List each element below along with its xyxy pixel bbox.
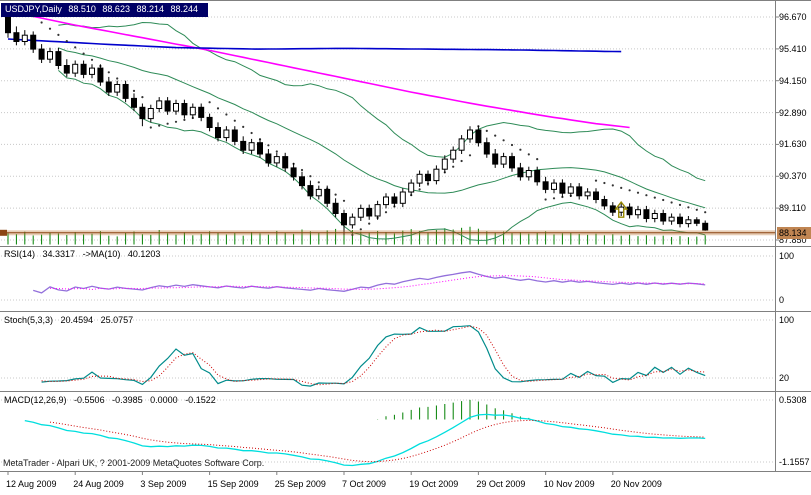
date-label: 3 Sep 2009 bbox=[140, 479, 187, 489]
date-label: 20 Nov 2009 bbox=[610, 479, 662, 489]
date-label: 19 Oct 2009 bbox=[409, 479, 459, 489]
macd-name: MACD(12,26,9) bbox=[4, 395, 67, 405]
macd-scale-label: -1.1557 bbox=[779, 457, 810, 467]
x-axis-ticks bbox=[7, 471, 614, 475]
annotation-layer[interactable] bbox=[614, 200, 629, 218]
macd-indicator-label: MACD(12,26,9) -0.5506 -0.3985 0.0000 -0.… bbox=[4, 395, 221, 405]
macd-value1: -0.5506 bbox=[74, 395, 105, 405]
price-scale-label: 89.110 bbox=[779, 203, 806, 214]
macd-value2: -0.3985 bbox=[112, 395, 143, 405]
date-label: 12 Aug 2009 bbox=[6, 479, 57, 489]
volume-layer bbox=[7, 226, 706, 245]
rsi-name: RSI(14) bbox=[4, 249, 36, 259]
rsi-scale-label: 100 bbox=[779, 251, 795, 261]
macd-layer bbox=[1, 399, 775, 467]
date-label: 24 Aug 2009 bbox=[73, 479, 124, 489]
rsi-ma-value: 40.1203 bbox=[127, 249, 161, 259]
price-scale-label: 92.890 bbox=[779, 107, 807, 118]
date-label: 29 Oct 2009 bbox=[476, 479, 526, 489]
price-line-left-marker bbox=[0, 229, 7, 236]
rsi-indicator-label: RSI(14) 34.3317 ->MA(10) 40.1203 bbox=[4, 249, 165, 259]
chart-title-bar: USDJPY,Daily 88.510 88.623 88.214 88.244 bbox=[1, 3, 209, 17]
stoch-name: Stoch(5,3,3) bbox=[4, 315, 54, 325]
rsi-ma-name: ->MA(10) bbox=[82, 249, 121, 259]
date-label: 15 Sep 2009 bbox=[207, 479, 259, 489]
ohlc-close: 88.244 bbox=[170, 4, 199, 14]
price-scale-label: 91.630 bbox=[779, 139, 807, 150]
rsi-layer bbox=[1, 255, 775, 301]
price-scale-label: 87.850 bbox=[779, 235, 807, 245]
macd-value4: -0.1522 bbox=[185, 395, 216, 405]
stoch-layer bbox=[1, 319, 775, 387]
moving-averages bbox=[7, 10, 630, 129]
ohlc-high: 88.623 bbox=[102, 4, 130, 14]
current-price-tag: 88.134 bbox=[777, 226, 811, 239]
candles-layer bbox=[5, 8, 709, 235]
psar-dots bbox=[32, 15, 707, 236]
copyright-text: MetaTrader - Alpari UK, ? 2001-2009 Meta… bbox=[3, 458, 265, 468]
rsi-value: 34.3317 bbox=[42, 249, 76, 259]
stoch-value1: 20.4594 bbox=[60, 315, 94, 325]
up-arrow-icon[interactable] bbox=[614, 200, 629, 218]
macd-scale-label: 0.5308 bbox=[779, 395, 807, 405]
price-line-layer bbox=[0, 229, 775, 236]
price-scale-label: 90.370 bbox=[779, 171, 807, 182]
price-scale-label: 94.150 bbox=[779, 75, 807, 86]
bollinger-bands bbox=[58, 21, 706, 241]
price-scale-label: 95.410 bbox=[779, 43, 807, 54]
stochastic-indicator-label: Stoch(5,3,3) 20.4594 25.0757 bbox=[4, 315, 138, 325]
stoch-scale-label: 100 bbox=[779, 315, 795, 325]
date-label: 25 Sep 2009 bbox=[274, 479, 326, 489]
rsi-scale-label: 0 bbox=[779, 295, 785, 305]
separators bbox=[0, 0, 811, 472]
stoch-scale-label: 20 bbox=[779, 373, 790, 383]
stoch-value2: 25.0757 bbox=[100, 315, 134, 325]
date-label: 10 Nov 2009 bbox=[543, 479, 595, 489]
macd-value3: 0.0000 bbox=[150, 395, 178, 405]
symbol-timeframe: USDJPY,Daily bbox=[5, 4, 62, 14]
ohlc-low: 88.214 bbox=[136, 4, 164, 14]
date-label: 7 Oct 2009 bbox=[342, 479, 387, 489]
price-scale-label: 96.670 bbox=[779, 12, 807, 22]
ohlc-open: 88.510 bbox=[68, 4, 96, 14]
